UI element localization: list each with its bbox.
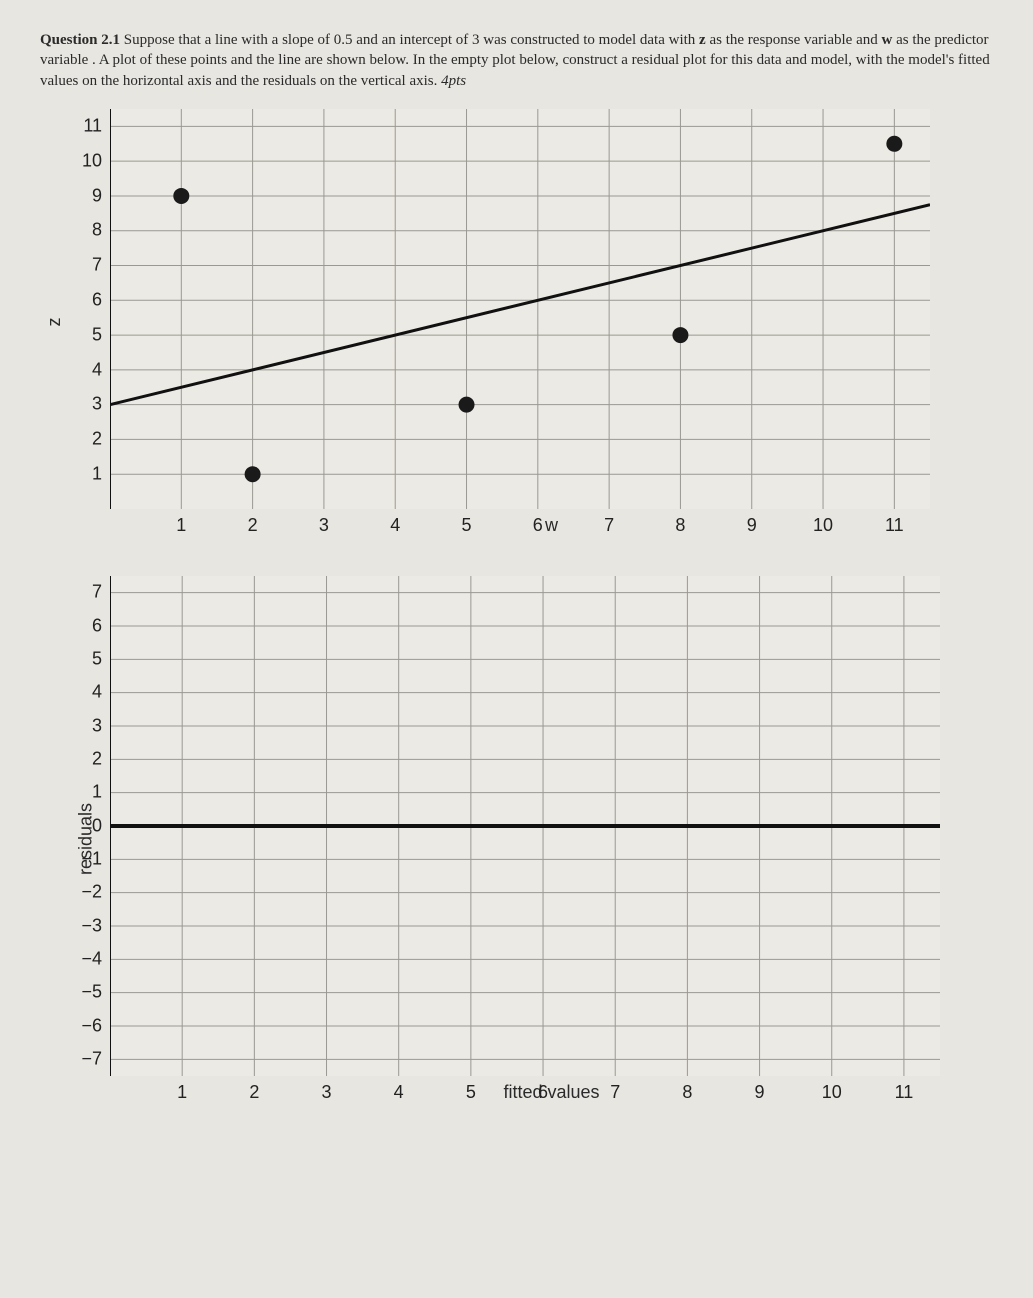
y-tick-label: −7 bbox=[81, 1049, 110, 1070]
y-tick-label: 3 bbox=[92, 715, 110, 736]
x-tick-label: 5 bbox=[466, 1076, 476, 1103]
x-tick-label: 2 bbox=[249, 1076, 259, 1103]
x-tick-label: 1 bbox=[177, 1076, 187, 1103]
chart1-x-label: w bbox=[110, 515, 993, 536]
y-tick-label: 8 bbox=[92, 220, 110, 241]
chart-svg bbox=[110, 576, 940, 1076]
y-tick-label: 9 bbox=[92, 185, 110, 206]
x-tick-label: 9 bbox=[747, 509, 757, 536]
y-tick-label: 7 bbox=[92, 255, 110, 276]
question-number: Question 2.1 bbox=[40, 32, 120, 48]
x-tick-label: 10 bbox=[813, 509, 833, 536]
y-tick-label: −3 bbox=[81, 915, 110, 936]
chart-svg bbox=[110, 109, 930, 509]
scatter-chart: 12345678910111234567891011 bbox=[110, 109, 930, 509]
data-point bbox=[886, 136, 902, 152]
data-point bbox=[173, 188, 189, 204]
x-tick-label: 3 bbox=[322, 1076, 332, 1103]
chart2-x-label: fitted values bbox=[110, 1082, 993, 1103]
y-tick-label: 5 bbox=[92, 649, 110, 670]
y-tick-label: 3 bbox=[92, 394, 110, 415]
y-tick-label: 4 bbox=[92, 682, 110, 703]
x-tick-label: 9 bbox=[755, 1076, 765, 1103]
data-point bbox=[672, 327, 688, 343]
y-tick-label: 4 bbox=[92, 359, 110, 380]
x-tick-label: 4 bbox=[394, 1076, 404, 1103]
x-tick-label: 2 bbox=[248, 509, 258, 536]
x-tick-label: 10 bbox=[822, 1076, 842, 1103]
y-tick-label: 10 bbox=[82, 150, 110, 171]
data-point bbox=[245, 466, 261, 482]
y-tick-label: −6 bbox=[81, 1015, 110, 1036]
y-tick-label: 6 bbox=[92, 290, 110, 311]
x-tick-label: 3 bbox=[319, 509, 329, 536]
y-tick-label: 7 bbox=[92, 582, 110, 603]
y-tick-label: −2 bbox=[81, 882, 110, 903]
question-body-2: as the response variable and bbox=[706, 32, 882, 48]
y-tick-label: −1 bbox=[81, 849, 110, 870]
y-tick-label: 1 bbox=[92, 782, 110, 803]
data-point bbox=[459, 396, 475, 412]
x-tick-label: 7 bbox=[610, 1076, 620, 1103]
x-tick-label: 6 bbox=[538, 1076, 548, 1103]
x-tick-label: 8 bbox=[675, 509, 685, 536]
question-text: Question 2.1 Suppose that a line with a … bbox=[40, 30, 993, 91]
question-body-1: Suppose that a line with a slope of 0.5 … bbox=[124, 32, 699, 48]
points: 4pts bbox=[441, 73, 466, 89]
y-tick-label: 11 bbox=[83, 116, 110, 137]
regression-line bbox=[110, 204, 930, 404]
y-tick-label: −4 bbox=[81, 949, 110, 970]
scatter-chart-wrap: z 12345678910111234567891011 w bbox=[110, 109, 993, 536]
x-tick-label: 4 bbox=[390, 509, 400, 536]
chart1-y-label: z bbox=[44, 318, 65, 327]
y-tick-label: 6 bbox=[92, 615, 110, 636]
y-tick-label: 2 bbox=[92, 749, 110, 770]
var-z: z bbox=[699, 32, 706, 48]
residual-chart-wrap: residuals −7−6−5−4−3−2−10123456712345678… bbox=[110, 576, 993, 1103]
x-tick-label: 8 bbox=[682, 1076, 692, 1103]
y-tick-label: 5 bbox=[92, 324, 110, 345]
x-tick-label: 1 bbox=[176, 509, 186, 536]
residual-chart: −7−6−5−4−3−2−1012345671234567891011 bbox=[110, 576, 940, 1076]
x-tick-label: 6 bbox=[533, 509, 543, 536]
x-tick-label: 5 bbox=[462, 509, 472, 536]
y-tick-label: 0 bbox=[92, 815, 110, 836]
var-w: w bbox=[882, 32, 893, 48]
x-tick-label: 11 bbox=[895, 1076, 914, 1103]
x-tick-label: 11 bbox=[885, 509, 904, 536]
x-tick-label: 7 bbox=[604, 509, 614, 536]
y-tick-label: 2 bbox=[92, 429, 110, 450]
y-tick-label: 1 bbox=[92, 463, 110, 484]
y-tick-label: −5 bbox=[81, 982, 110, 1003]
